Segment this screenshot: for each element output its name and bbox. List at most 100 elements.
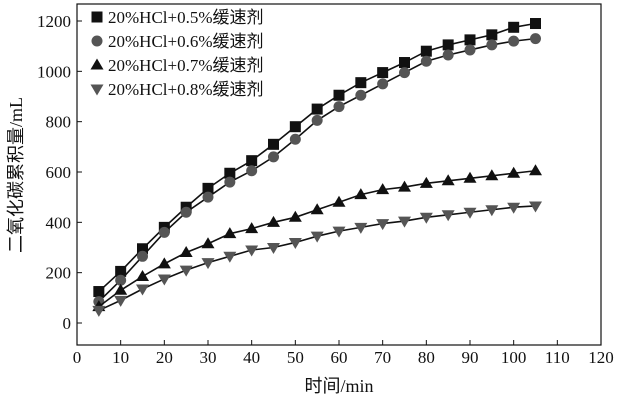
- data-point: [399, 67, 410, 79]
- y-tick-label: 1000: [37, 62, 71, 81]
- data-point: [310, 231, 324, 243]
- x-tick-label: 120: [588, 348, 614, 367]
- x-tick-label: 70: [374, 348, 391, 367]
- data-point: [530, 33, 541, 45]
- data-point: [92, 305, 106, 317]
- data-point: [486, 39, 498, 51]
- data-point: [245, 222, 259, 234]
- data-point: [157, 274, 171, 286]
- data-point: [399, 57, 410, 69]
- data-point: [93, 286, 105, 298]
- data-point: [311, 114, 323, 126]
- data-point: [114, 283, 128, 295]
- y-tick-label: 200: [46, 264, 72, 283]
- data-point: [268, 138, 279, 150]
- data-point: [463, 207, 477, 219]
- y-tick-label: 0: [63, 314, 72, 333]
- data-point: [463, 171, 477, 183]
- data-point: [376, 183, 390, 195]
- data-point: [442, 49, 454, 61]
- data-point: [508, 35, 520, 47]
- data-point: [354, 188, 368, 200]
- data-point: [202, 191, 214, 203]
- data-point: [355, 77, 367, 89]
- data-point: [246, 165, 258, 177]
- data-point: [419, 212, 433, 224]
- data-point: [441, 210, 455, 222]
- data-point: [333, 101, 345, 113]
- data-point: [377, 78, 389, 90]
- data-point: [202, 182, 214, 194]
- data-point: [311, 103, 323, 115]
- data-point: [246, 155, 258, 167]
- data-point: [464, 44, 476, 56]
- data-point: [442, 39, 454, 51]
- data-point: [485, 205, 499, 217]
- x-tick-label: 50: [287, 348, 304, 367]
- data-point: [333, 89, 345, 101]
- data-point: [420, 45, 432, 57]
- data-point: [419, 176, 433, 188]
- x-tick-label: 90: [462, 348, 479, 367]
- legend-label: 20%HCl+0.6%缓速剂: [108, 32, 264, 51]
- series-3: [92, 164, 542, 312]
- data-point: [398, 216, 411, 228]
- data-point: [223, 227, 237, 239]
- data-point: [332, 226, 346, 238]
- data-point: [179, 265, 193, 277]
- x-tick-label: 100: [501, 348, 527, 367]
- y-tick-label: 800: [46, 113, 72, 132]
- legend-label: 20%HCl+0.7%缓速剂: [108, 56, 264, 75]
- x-tick-label: 110: [545, 348, 570, 367]
- data-point: [267, 215, 280, 227]
- data-point: [137, 243, 148, 255]
- data-point: [201, 237, 215, 249]
- x-tick-label: 60: [331, 348, 348, 367]
- data-point: [288, 237, 302, 249]
- x-axis-label: 时间/min: [304, 376, 373, 396]
- data-point: [485, 169, 499, 181]
- data-point: [486, 29, 498, 41]
- data-point: [268, 151, 279, 163]
- legend-marker: [91, 35, 103, 47]
- data-point: [288, 210, 302, 222]
- data-point: [507, 202, 521, 214]
- y-tick-label: 1200: [37, 12, 71, 31]
- legend-marker: [90, 58, 104, 70]
- data-point: [201, 258, 215, 270]
- data-point: [507, 166, 521, 178]
- data-point: [376, 219, 390, 231]
- data-point: [114, 295, 128, 307]
- x-tick-label: 40: [243, 348, 260, 367]
- y-tick-label: 600: [46, 163, 72, 182]
- data-point: [137, 250, 148, 262]
- x-tick-label: 20: [156, 348, 173, 367]
- x-tick-label: 80: [418, 348, 435, 367]
- data-point: [441, 174, 455, 186]
- data-point: [398, 180, 411, 192]
- data-point: [136, 269, 149, 281]
- data-point: [420, 55, 432, 67]
- data-point: [224, 167, 236, 179]
- data-point: [355, 89, 367, 101]
- data-point: [464, 34, 476, 46]
- data-point: [530, 18, 541, 30]
- y-axis-label: 二氧化碳累积量/mL: [6, 97, 26, 253]
- data-point: [115, 274, 127, 286]
- data-point: [224, 176, 236, 188]
- data-point: [508, 21, 520, 33]
- legend-label: 20%HCl+0.5%缓速剂: [108, 8, 264, 27]
- legend-label: 20%HCl+0.8%缓速剂: [108, 80, 264, 99]
- data-point: [529, 164, 542, 176]
- data-point: [115, 265, 127, 277]
- data-point: [289, 121, 301, 133]
- legend-marker: [91, 11, 103, 23]
- data-point: [377, 67, 389, 79]
- data-point: [310, 203, 324, 215]
- data-point: [223, 251, 237, 263]
- data-point: [289, 133, 301, 145]
- data-point: [180, 206, 192, 218]
- x-tick-label: 10: [112, 348, 129, 367]
- series-4: [92, 201, 542, 317]
